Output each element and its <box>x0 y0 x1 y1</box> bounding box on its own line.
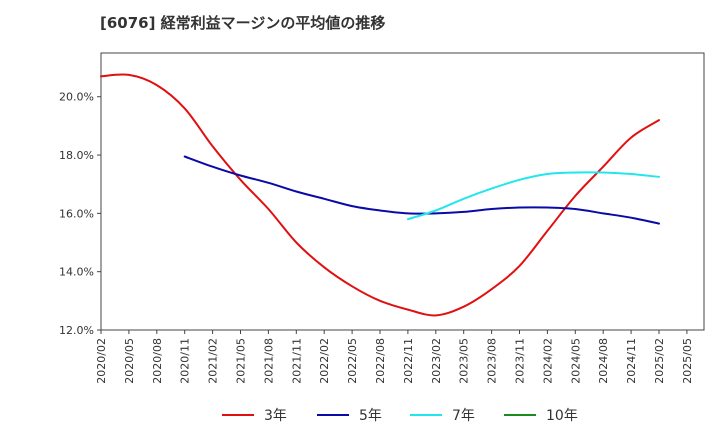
series-line-1 <box>100 73 660 317</box>
x-tick-label: 2020/08 <box>151 338 164 384</box>
legend-label: 7年 <box>452 408 475 424</box>
x-tick-label: 2022/05 <box>346 338 359 384</box>
x-tick-label: 2024/05 <box>569 338 582 384</box>
x-tick-label: 2022/02 <box>318 338 331 384</box>
x-tick-label: 2023/11 <box>514 338 527 384</box>
x-axis: 2020/02 2020/05 2020/08 2020/11 2021/02 2021/… <box>95 330 694 384</box>
y-tick-label: 14.0% <box>59 266 94 279</box>
x-tick-label: 2021/05 <box>235 338 248 384</box>
x-tick-label: 2020/02 <box>95 338 108 384</box>
series-line-3 <box>406 171 660 221</box>
x-tick-label: 2023/05 <box>458 338 471 384</box>
legend: 3年 5年 7年 10年 <box>222 408 578 424</box>
y-tick-label: 18.0% <box>59 149 94 162</box>
y-tick-label: 16.0% <box>59 207 94 220</box>
x-tick-label: 2024/11 <box>625 338 638 384</box>
series-lines <box>100 73 660 317</box>
x-tick-label: 2024/08 <box>597 338 610 384</box>
legend-label: 10年 <box>546 408 578 424</box>
x-tick-label: 2021/02 <box>207 338 220 384</box>
plot-area-frame <box>100 52 705 331</box>
x-tick-label: 2021/11 <box>290 338 303 384</box>
x-tick-label: 2023/08 <box>486 338 499 384</box>
y-tick-label: 20.0% <box>59 91 94 104</box>
x-tick-label: 2020/05 <box>123 338 136 384</box>
y-axis: 12.0% 14.0% 16.0% 18.0% 20.0% <box>59 91 101 337</box>
x-tick-label: 2023/02 <box>430 338 443 384</box>
x-tick-label: 2025/02 <box>653 338 666 384</box>
x-tick-label: 2025/05 <box>681 338 694 384</box>
legend-label: 5年 <box>359 408 382 424</box>
x-tick-label: 2021/08 <box>262 338 275 384</box>
chart-title: [6076] 経常利益マージンの平均値の推移 <box>100 14 386 32</box>
series-line-2 <box>183 155 660 225</box>
x-tick-label: 2022/11 <box>402 338 415 384</box>
x-tick-label: 2022/08 <box>374 338 387 384</box>
x-tick-label: 2024/02 <box>541 338 554 384</box>
y-tick-label: 12.0% <box>59 324 94 337</box>
legend-label: 3年 <box>264 408 287 424</box>
x-tick-label: 2020/11 <box>179 338 192 384</box>
